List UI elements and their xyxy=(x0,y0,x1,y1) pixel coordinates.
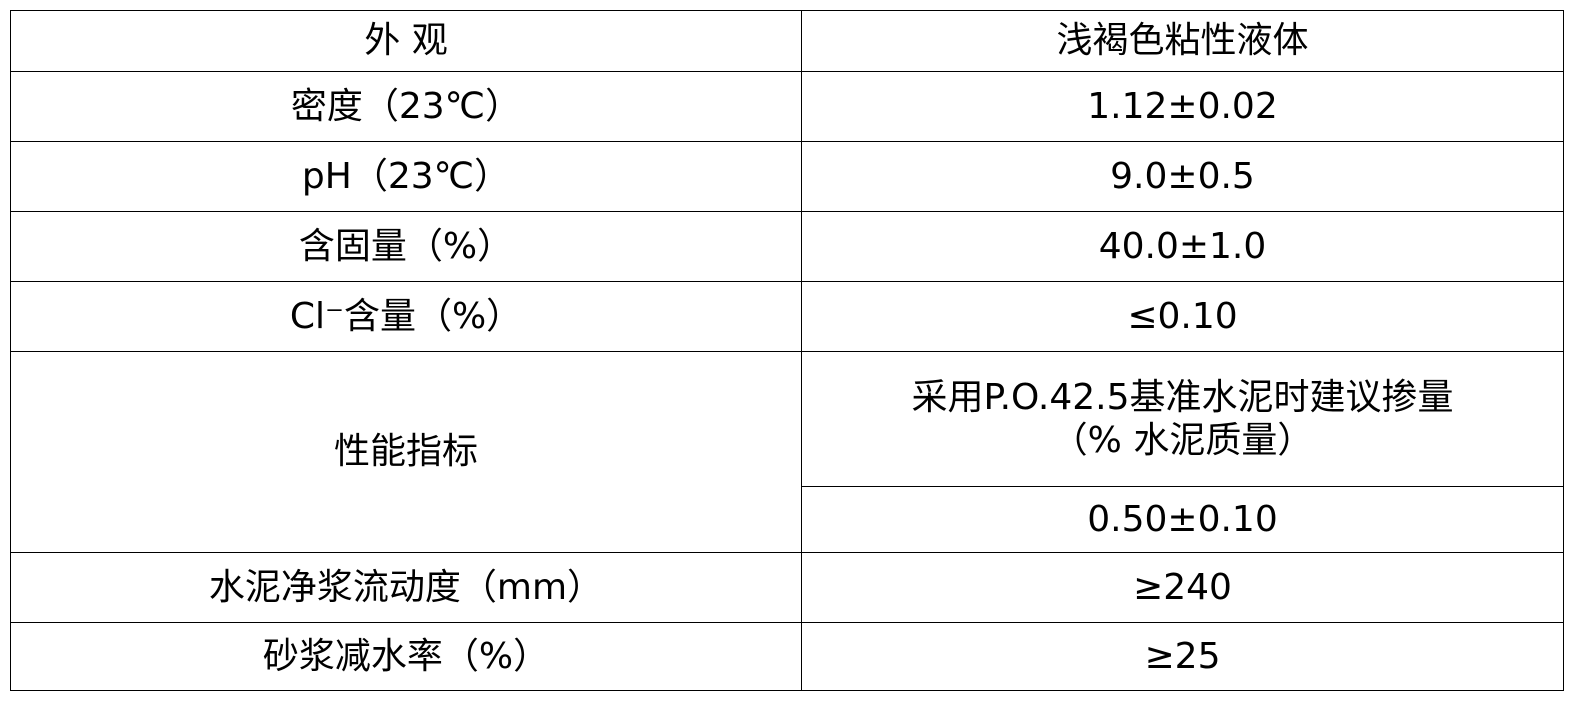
table-row: 水泥净浆流动度（mm） ≥240 xyxy=(10,552,1564,623)
table-row: 外 观 浅褐色粘性液体 xyxy=(10,10,1564,72)
row-value: 浅褐色粘性液体 xyxy=(801,10,1564,72)
row-value-header: 采用P.O.42.5基准水泥时建议掺量 （% 水泥质量） xyxy=(801,351,1564,487)
dosage-unit: （% 水泥质量） xyxy=(1051,420,1314,461)
row-label: pH（23℃） xyxy=(10,141,802,212)
row-value: ≥25 xyxy=(801,622,1564,691)
row-label: 外 观 xyxy=(10,10,802,72)
row-value: 40.0±1.0 xyxy=(801,211,1564,282)
row-value: 9.0±0.5 xyxy=(801,141,1564,212)
table-row: 含固量（%） 40.0±1.0 xyxy=(10,211,1564,282)
dosage-condition: 采用P.O.42.5基准水泥时建议掺量 xyxy=(911,376,1454,418)
table-row: 砂浆减水率（%） ≥25 xyxy=(10,622,1564,691)
row-label: 含固量（%） xyxy=(10,211,802,282)
row-label: 砂浆减水率（%） xyxy=(10,622,802,691)
row-label: 水泥净浆流动度（mm） xyxy=(10,552,802,623)
spec-table: 外 观 浅褐色粘性液体 密度（23℃） 1.12±0.02 pH（23℃） 9.… xyxy=(10,10,1564,691)
row-label: Cl⁻含量（%） xyxy=(10,281,802,352)
table-row: 0.50±0.10 xyxy=(11,486,1564,553)
table-row: pH（23℃） 9.0±0.5 xyxy=(10,141,1564,212)
row-value: ≤0.10 xyxy=(801,281,1564,352)
table-row: 性能指标 采用P.O.42.5基准水泥时建议掺量 （% 水泥质量） xyxy=(10,351,1564,553)
row-value: 1.12±0.02 xyxy=(801,71,1564,142)
row-value: ≥240 xyxy=(801,552,1564,623)
row-label: 性能指标 xyxy=(10,351,802,553)
table-row: 密度（23℃） 1.12±0.02 xyxy=(10,71,1564,142)
row-value: 0.50±0.10 xyxy=(801,486,1564,553)
row-label: 密度（23℃） xyxy=(10,71,802,142)
table-row: Cl⁻含量（%） ≤0.10 xyxy=(10,281,1564,352)
